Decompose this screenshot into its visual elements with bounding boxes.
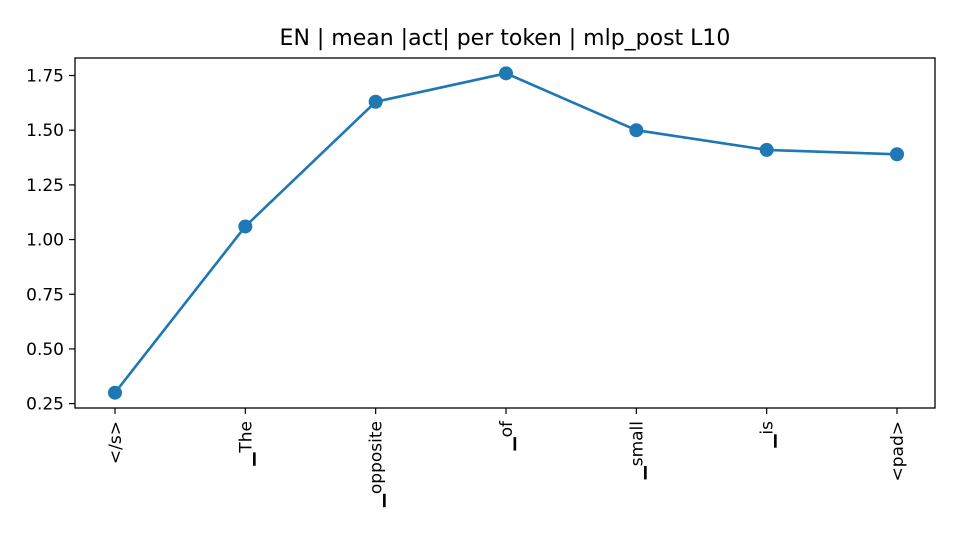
y-tick-label: 1.00 <box>26 231 64 251</box>
data-point <box>759 142 774 157</box>
data-point <box>238 219 253 234</box>
y-tick-label: 1.75 <box>26 67 64 87</box>
y-tick-label: 0.50 <box>26 340 64 360</box>
y-tick-label: 1.25 <box>26 176 64 196</box>
y-tick-label: 0.25 <box>26 395 64 415</box>
plot-frame <box>74 57 936 409</box>
x-tick-label: ▁is <box>758 421 778 449</box>
series-layer <box>108 66 904 400</box>
y-axis: 0.25 0.50 0.75 1.00 1.25 1.50 1.75 <box>26 67 75 415</box>
x-tick-label: ▁small <box>627 421 647 480</box>
y-tick-label: 0.75 <box>26 285 64 305</box>
data-point <box>890 147 904 162</box>
chart-title: EN | mean |act| per token | mlp_post L10 <box>280 26 731 51</box>
x-tick-label: ▁opposite <box>367 421 387 508</box>
data-point <box>108 385 122 400</box>
data-point <box>499 66 513 81</box>
data-point <box>629 123 644 138</box>
data-point <box>368 94 383 109</box>
x-tick-label: ▁of <box>497 420 517 451</box>
x-axis: </s> ▁The ▁opposite ▁of ▁small ▁is <pad> <box>106 408 908 508</box>
x-tick-label: </s> <box>106 421 126 464</box>
x-tick-label: ▁The <box>236 421 256 467</box>
y-tick-label: 1.50 <box>26 121 64 141</box>
series-line <box>113 72 898 394</box>
x-tick-label: <pad> <box>888 421 908 482</box>
